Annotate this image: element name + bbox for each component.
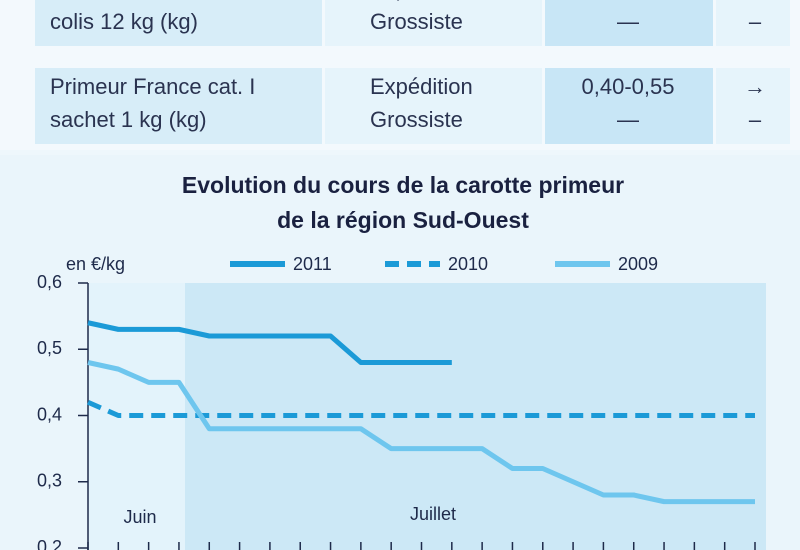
cell-text: Expédition: [370, 74, 473, 99]
chart-title: Evolution du cours de la carotte primeur: [182, 172, 624, 198]
table-cell: [716, 0, 790, 46]
cell-text: Primeur France cat. I: [50, 74, 255, 99]
cell-text: Grossiste: [370, 107, 463, 132]
y-tick-label: 0,2: [37, 537, 62, 550]
y-tick-label: 0,4: [37, 404, 62, 424]
table-cell: [35, 68, 322, 144]
cell-text: —: [617, 9, 639, 34]
cell-text: –: [749, 107, 762, 132]
y-tick-label: 0,3: [37, 471, 62, 491]
cell-text: –: [749, 9, 762, 34]
cell-text: 0,40-0,55: [582, 74, 675, 99]
y-axis-label: en €/kg: [66, 254, 125, 274]
table-cell: [325, 68, 542, 144]
cell-text: 0,45-0,55: [582, 0, 675, 1]
table-cell: [325, 0, 542, 46]
cell-text: ↘: [746, 0, 764, 1]
cell-text: Grossiste: [370, 9, 463, 34]
series-line: [87, 320, 452, 365]
y-tick-label: 0,6: [37, 272, 62, 292]
table-cell: [545, 0, 713, 46]
table-cell: [716, 68, 790, 144]
table-cell: [35, 0, 322, 46]
table-cell: [545, 68, 713, 144]
cell-text: colis 12 kg (kg): [50, 9, 198, 34]
legend-label: 2011: [293, 254, 332, 274]
y-tick-label: 0,5: [37, 338, 62, 358]
legend-label: 2010: [448, 254, 488, 274]
legend-label: 2009: [618, 254, 658, 274]
month-label: Juin: [123, 507, 156, 527]
cell-text: Expédition: [370, 0, 473, 1]
cell-text: Primeur France cat. I: [50, 0, 255, 1]
cell-text: →: [744, 74, 766, 99]
chart-title: de la région Sud-Ouest: [277, 207, 529, 233]
month-label: Juillet: [410, 504, 456, 524]
cell-text: sachet 1 kg (kg): [50, 107, 207, 132]
series-line: [87, 360, 755, 505]
cell-text: —: [617, 107, 639, 132]
